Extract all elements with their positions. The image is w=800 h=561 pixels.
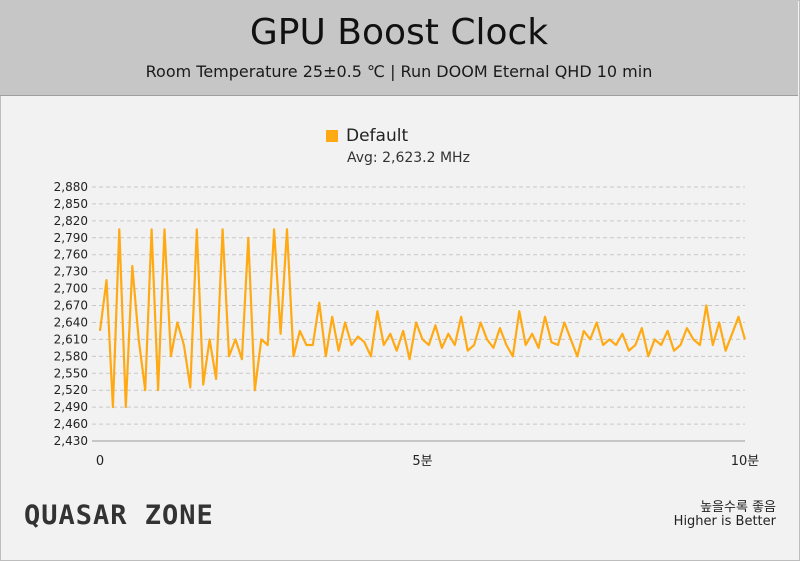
x-tick-label: 10분 [731, 454, 760, 469]
y-tick-label: 2,520 [54, 383, 88, 397]
average-label: Avg: 2,623.2 MHz [347, 150, 470, 166]
chart-header: GPU Boost Clock Room Temperature 25±0.5 … [0, 0, 798, 96]
chart-subtitle: Room Temperature 25±0.5 ℃ | Run DOOM Ete… [145, 62, 653, 81]
y-tick-label: 2,550 [54, 366, 88, 380]
y-tick-label: 2,850 [54, 197, 88, 211]
y-tick-label: 2,490 [54, 400, 88, 414]
y-tick-label: 2,790 [54, 231, 88, 245]
y-tick-label: 2,670 [54, 299, 88, 313]
y-tick-label: 2,580 [54, 349, 88, 363]
y-tick-label: 2,460 [54, 417, 88, 431]
y-tick-label: 2,880 [54, 180, 88, 194]
y-tick-label: 2,700 [54, 282, 88, 296]
y-tick-label: 2,610 [54, 332, 88, 346]
x-tick-label: 5분 [412, 454, 432, 469]
y-tick-label: 2,760 [54, 248, 88, 262]
series-line-default [98, 228, 747, 409]
note-korean: 높을수록 좋음 [700, 500, 776, 515]
legend: Default [326, 126, 408, 146]
y-tick-label: 2,820 [54, 214, 88, 228]
legend-swatch [326, 130, 338, 142]
y-tick-label: 2,640 [54, 315, 88, 329]
legend-label: Default [346, 126, 409, 146]
chart-title: GPU Boost Clock [249, 12, 549, 53]
x-tick-label: 0 [96, 454, 104, 469]
note-english: Higher is Better [673, 514, 776, 529]
y-tick-label: 2,730 [54, 265, 88, 279]
quasar-zone-logo: QUASAR ZONE [24, 500, 214, 531]
y-tick-label: 2,430 [54, 434, 88, 448]
